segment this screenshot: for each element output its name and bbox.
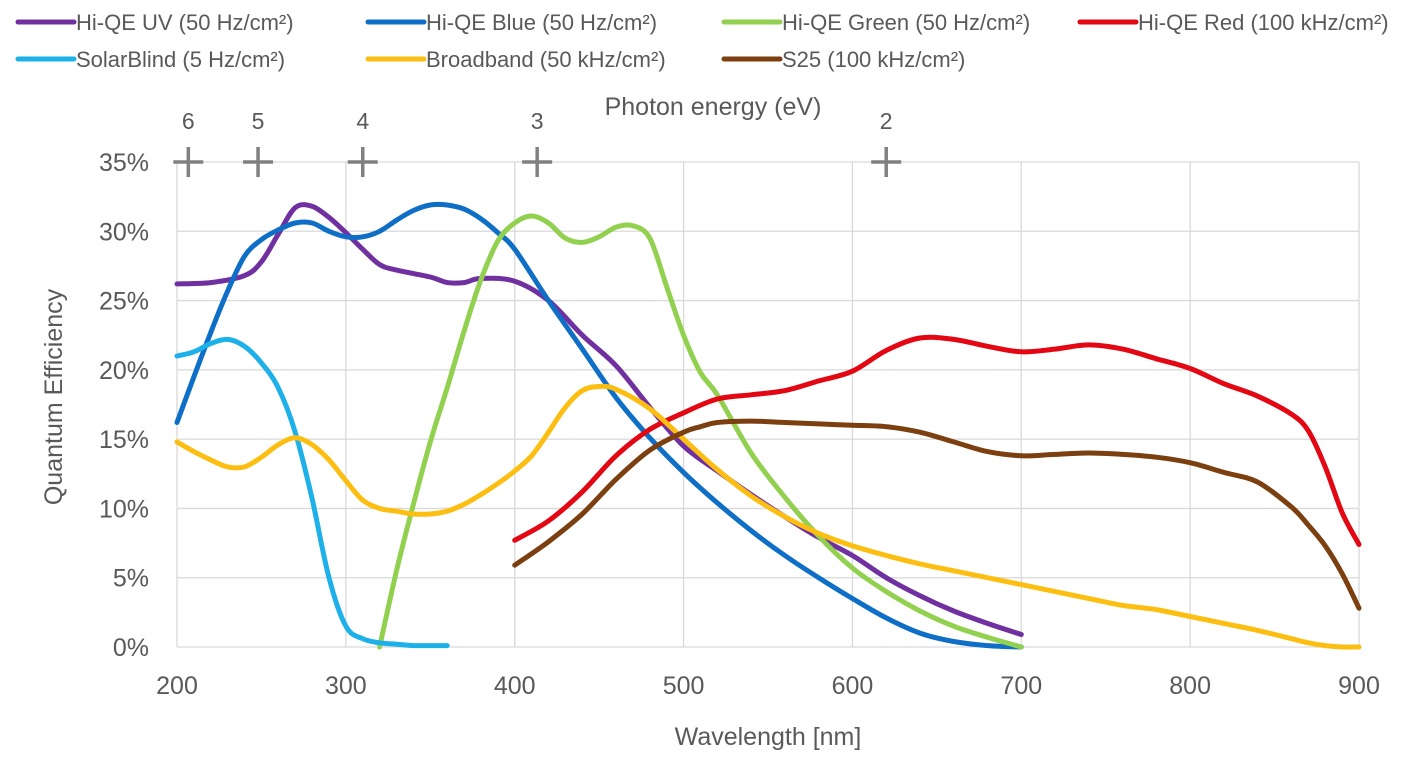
series-line-hi-qe-uv bbox=[174, 202, 1024, 637]
legend[interactable]: Hi-QE UV (50 Hz/cm²) Hi-QE Blue (50 Hz/cm… bbox=[15, 10, 1389, 72]
y-tick-label: 0% bbox=[113, 634, 149, 662]
x-tick-label: 200 bbox=[156, 672, 198, 700]
legend-item[interactable]: Hi-QE UV (50 Hz/cm²) bbox=[15, 10, 294, 35]
x-tick-label: 700 bbox=[1000, 672, 1042, 700]
legend-label: S25 (100 kHz/cm²) bbox=[782, 47, 965, 72]
series-line-hi-qe-green bbox=[377, 213, 1024, 650]
series-line-s25 bbox=[512, 418, 1362, 611]
series-lines bbox=[174, 201, 1362, 650]
x-axis-title: Wavelength [nm] bbox=[675, 723, 862, 751]
y-tick-label: 30% bbox=[99, 218, 149, 246]
legend-label: Hi-QE Red (100 kHz/cm²) bbox=[1138, 10, 1389, 35]
x-tick-label: 800 bbox=[1169, 672, 1211, 700]
series-line-hi-qe-blue bbox=[174, 201, 1024, 650]
axes: 0% 5% 10% 15% 20% 25% 30% 35% 200 300 400 500 600 700… bbox=[99, 108, 1380, 700]
y-tick-label: 10% bbox=[99, 495, 149, 523]
legend-item[interactable]: Hi-QE Red (100 kHz/cm²) bbox=[1077, 10, 1389, 35]
legend-item[interactable]: Hi-QE Blue (50 Hz/cm²) bbox=[365, 10, 657, 35]
y-tick-label: 15% bbox=[99, 426, 149, 454]
legend-label: SolarBlind (5 Hz/cm²) bbox=[76, 47, 285, 72]
energy-tick-label: 6 bbox=[182, 108, 195, 134]
y-tick-label: 25% bbox=[99, 288, 149, 316]
legend-item[interactable]: SolarBlind (5 Hz/cm²) bbox=[15, 47, 285, 72]
x-tick-label: 900 bbox=[1338, 672, 1380, 700]
legend-item[interactable]: Hi-QE Green (50 Hz/cm²) bbox=[721, 10, 1030, 35]
x-tick-label: 300 bbox=[325, 672, 367, 700]
grid bbox=[176, 161, 1360, 648]
energy-tick-label: 3 bbox=[531, 108, 544, 134]
legend-item[interactable]: Broadband (50 kHz/cm²) bbox=[365, 47, 666, 72]
legend-label: Hi-QE Green (50 Hz/cm²) bbox=[782, 10, 1030, 35]
legend-label: Hi-QE UV (50 Hz/cm²) bbox=[76, 10, 294, 35]
energy-tick-label: 4 bbox=[356, 108, 369, 134]
y-tick-label: 35% bbox=[99, 149, 149, 177]
series-line-broadband bbox=[174, 383, 1362, 650]
y-tick-label: 20% bbox=[99, 357, 149, 385]
energy-tick-label: 2 bbox=[880, 108, 893, 134]
y-axis-title: Quantum Efficiency bbox=[40, 288, 68, 505]
legend-label: Broadband (50 kHz/cm²) bbox=[426, 47, 666, 72]
top-axis-title: Photon energy (eV) bbox=[605, 93, 822, 121]
y-tick-label: 5% bbox=[113, 565, 149, 593]
x-tick-label: 500 bbox=[663, 672, 705, 700]
energy-tick-label: 5 bbox=[252, 108, 265, 134]
legend-label: Hi-QE Blue (50 Hz/cm²) bbox=[426, 10, 657, 35]
series-line-solarblind bbox=[174, 336, 450, 649]
series-line-hi-qe-red bbox=[512, 334, 1362, 547]
x-tick-label: 400 bbox=[494, 672, 536, 700]
x-tick-label: 600 bbox=[832, 672, 874, 700]
legend-item[interactable]: S25 (100 kHz/cm²) bbox=[721, 47, 965, 72]
